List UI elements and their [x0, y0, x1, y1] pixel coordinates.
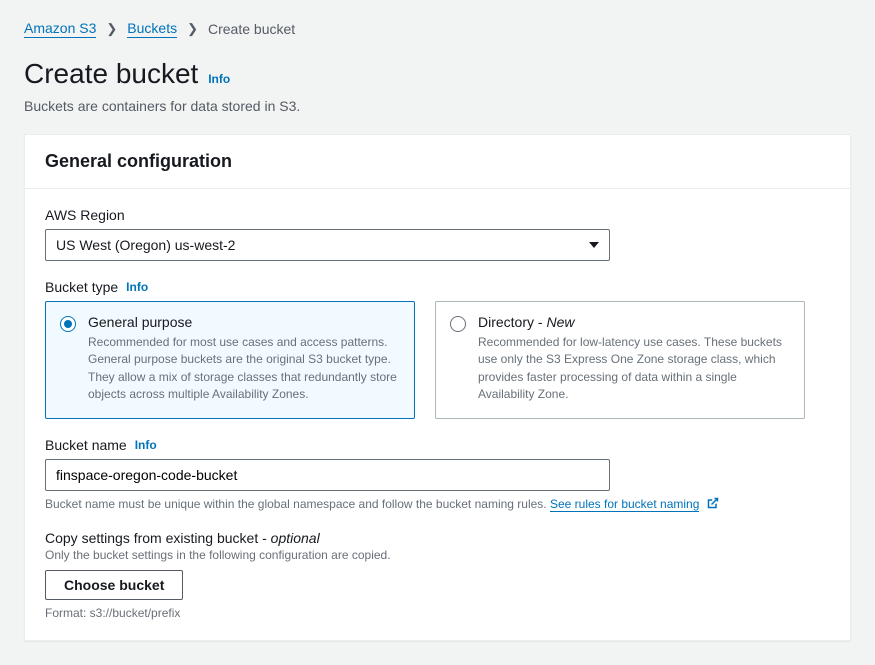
bucket-name-field: Bucket name Info Bucket name must be uni… — [45, 437, 830, 512]
external-link-icon — [707, 497, 719, 512]
bucket-name-hint-text: Bucket name must be unique within the gl… — [45, 497, 550, 511]
bucket-type-directory-title-prefix: Directory - — [478, 314, 546, 330]
bucket-name-hint: Bucket name must be unique within the gl… — [45, 497, 830, 512]
aws-region-value: US West (Oregon) us-west-2 — [56, 237, 235, 253]
general-configuration-panel: General configuration AWS Region US West… — [24, 134, 851, 641]
page-title-info-link[interactable]: Info — [208, 72, 230, 86]
bucket-type-field: Bucket type Info General purpose Recomme… — [45, 279, 830, 419]
bucket-name-label: Bucket name — [45, 437, 127, 453]
breadcrumb-root-link[interactable]: Amazon S3 — [24, 20, 96, 38]
bucket-type-general-tile[interactable]: General purpose Recommended for most use… — [45, 301, 415, 419]
bucket-type-directory-tile[interactable]: Directory - New Recommended for low-late… — [435, 301, 805, 419]
bucket-name-info-link[interactable]: Info — [135, 438, 157, 452]
copy-settings-label: Copy settings from existing bucket - opt… — [45, 530, 830, 546]
bucket-type-directory-title: Directory - New — [478, 314, 790, 330]
chevron-right-icon: ❯ — [106, 21, 117, 37]
chevron-right-icon: ❯ — [187, 21, 198, 37]
bucket-type-info-link[interactable]: Info — [126, 280, 148, 294]
copy-settings-optional: optional — [271, 530, 320, 546]
panel-header: General configuration — [25, 135, 850, 189]
copy-settings-format-hint: Format: s3://bucket/prefix — [45, 606, 830, 620]
aws-region-select[interactable]: US West (Oregon) us-west-2 — [45, 229, 610, 261]
bucket-type-general-desc: Recommended for most use cases and acces… — [88, 334, 400, 404]
bucket-type-directory-new-badge: New — [546, 314, 574, 330]
breadcrumb-buckets-link[interactable]: Buckets — [127, 20, 177, 38]
bucket-naming-rules-link[interactable]: See rules for bucket naming — [550, 497, 699, 512]
bucket-type-general-radio[interactable] — [60, 316, 76, 332]
bucket-type-directory-desc: Recommended for low-latency use cases. T… — [478, 334, 790, 404]
page-title: Create bucket — [24, 58, 198, 90]
copy-settings-field: Copy settings from existing bucket - opt… — [45, 530, 830, 620]
copy-settings-desc: Only the bucket settings in the followin… — [45, 548, 830, 562]
breadcrumb: Amazon S3 ❯ Buckets ❯ Create bucket — [24, 20, 851, 38]
aws-region-field: AWS Region US West (Oregon) us-west-2 — [45, 207, 830, 261]
bucket-type-label: Bucket type — [45, 279, 118, 295]
chevron-down-icon — [589, 242, 599, 248]
bucket-type-directory-radio[interactable] — [450, 316, 466, 332]
page-subtitle: Buckets are containers for data stored i… — [24, 98, 851, 114]
panel-title: General configuration — [45, 151, 830, 172]
copy-settings-label-text: Copy settings from existing bucket - — [45, 530, 271, 546]
breadcrumb-current: Create bucket — [208, 21, 295, 37]
bucket-type-general-title: General purpose — [88, 314, 400, 330]
choose-bucket-button[interactable]: Choose bucket — [45, 570, 183, 600]
aws-region-label: AWS Region — [45, 207, 830, 223]
bucket-name-input[interactable] — [45, 459, 610, 491]
